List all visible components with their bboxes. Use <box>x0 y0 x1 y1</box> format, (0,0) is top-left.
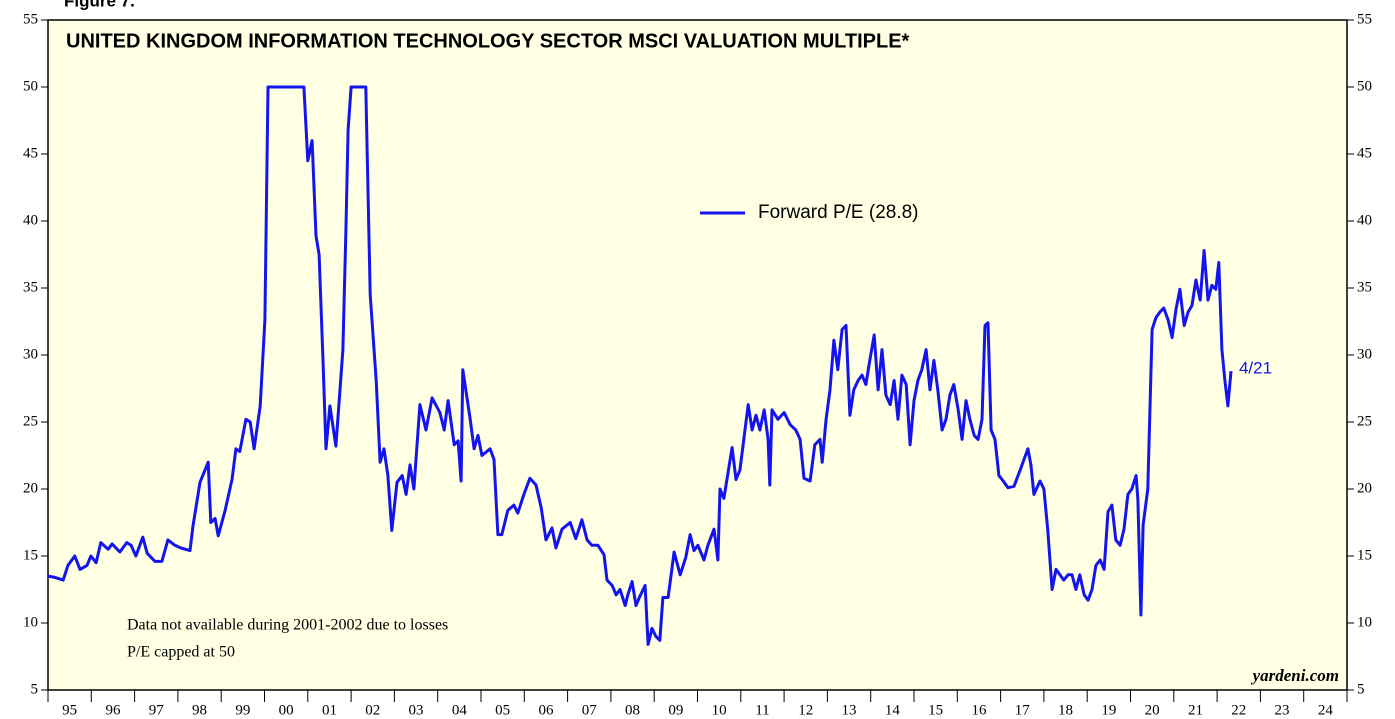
y2-tick-label: 50 <box>1357 78 1372 94</box>
note: P/E capped at 50 <box>127 644 235 661</box>
x-tick-label: 17 <box>1015 702 1031 718</box>
plot-area <box>47 19 1348 691</box>
y-tick-label: 25 <box>23 413 38 429</box>
x-tick-label: 19 <box>1101 702 1116 718</box>
y2-tick-label: 35 <box>1357 279 1372 295</box>
x-tick-label: 04 <box>452 702 468 718</box>
y-tick-label: 15 <box>23 547 38 563</box>
y-tick-label: 55 <box>23 11 38 27</box>
y2-tick-label: 45 <box>1357 145 1372 161</box>
x-tick-label: 21 <box>1188 702 1203 718</box>
x-tick-label: 99 <box>235 702 250 718</box>
x-tick-label: 01 <box>322 702 337 718</box>
y-tick-label: 20 <box>23 480 38 496</box>
x-tick-label: 18 <box>1058 702 1073 718</box>
source: yardeni.com <box>1251 666 1339 685</box>
x-tick-label: 12 <box>798 702 813 718</box>
x-tick-label: 06 <box>538 702 554 718</box>
y-tick-label: 45 <box>23 145 38 161</box>
x-tick-label: 96 <box>105 702 121 718</box>
y-tick-label: 30 <box>23 346 38 362</box>
x-tick-label: 95 <box>62 702 77 718</box>
x-tick-label: 15 <box>928 702 943 718</box>
figure-label: Figure 7. <box>64 0 135 10</box>
x-tick-label: 09 <box>668 702 683 718</box>
y-tick-label: 10 <box>23 614 38 630</box>
x-tick-label: 02 <box>365 702 380 718</box>
x-tick-label: 11 <box>755 702 769 718</box>
y-tick-label: 5 <box>31 681 39 697</box>
y-tick-label: 35 <box>23 279 38 295</box>
x-tick-label: 20 <box>1145 702 1160 718</box>
y2-tick-label: 15 <box>1357 547 1372 563</box>
x-tick-label: 05 <box>495 702 510 718</box>
y2-tick-label: 5 <box>1357 681 1365 697</box>
x-tick-label: 08 <box>625 702 640 718</box>
x-tick-label: 13 <box>842 702 857 718</box>
y2-tick-label: 30 <box>1357 346 1372 362</box>
x-tick-label: 10 <box>712 702 727 718</box>
y2-tick-label: 55 <box>1357 11 1372 27</box>
y2-tick-label: 20 <box>1357 480 1372 496</box>
chart-title: UNITED KINGDOM INFORMATION TECHNOLOGY SE… <box>66 30 910 52</box>
x-tick-label: 22 <box>1231 702 1246 718</box>
x-tick-label: 14 <box>885 702 901 718</box>
y-tick-label: 50 <box>23 78 38 94</box>
legend-label: Forward P/E (28.8) <box>758 202 919 223</box>
series-line <box>47 85 1233 646</box>
x-tick-label: 03 <box>409 702 424 718</box>
x-tick-label: 16 <box>971 702 987 718</box>
y2-tick-label: 25 <box>1357 413 1372 429</box>
y2-tick-label: 10 <box>1357 614 1372 630</box>
end-label: 4/21 <box>1239 359 1272 378</box>
x-tick-label: 00 <box>279 702 294 718</box>
x-tick-label: 23 <box>1275 702 1290 718</box>
y-tick-label: 40 <box>23 212 38 228</box>
x-tick-label: 24 <box>1318 702 1334 718</box>
x-tick-label: 07 <box>582 702 598 718</box>
note: Data not available during 2001-2002 due … <box>127 617 448 634</box>
y2-tick-label: 40 <box>1357 212 1372 228</box>
x-tick-label: 97 <box>149 702 165 718</box>
x-tick-label: 98 <box>192 702 207 718</box>
